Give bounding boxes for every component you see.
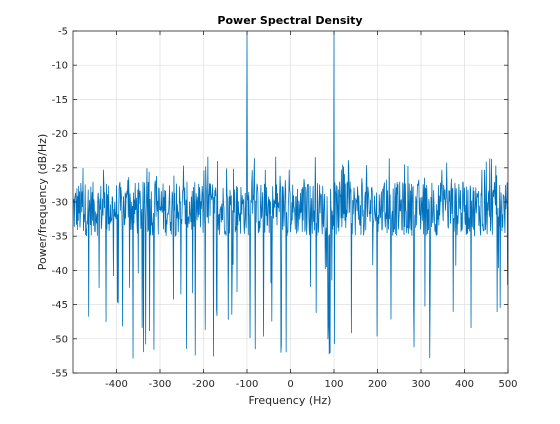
y-tick-label: -5 <box>58 27 68 38</box>
series-group <box>72 30 509 359</box>
y-tick-label: -10 <box>52 61 68 72</box>
y-tick-label: -25 <box>52 163 68 174</box>
y-tick-label: -55 <box>52 369 68 380</box>
y-tick-label: -35 <box>52 232 68 243</box>
x-tick-label: 400 <box>455 379 474 390</box>
x-tick-label: 0 <box>287 379 293 390</box>
psd-series-line <box>72 30 509 359</box>
y-tick-label: -30 <box>52 198 68 209</box>
x-tick-label: -300 <box>149 379 172 390</box>
y-tick-label: -50 <box>52 334 68 345</box>
y-tick-label: -15 <box>52 95 68 106</box>
x-tick-label: -200 <box>192 379 215 390</box>
x-tick-label: 300 <box>411 379 430 390</box>
x-axis-label: Frequency (Hz) <box>249 394 332 407</box>
x-tick-label: -100 <box>236 379 259 390</box>
y-axis-label: Power/frequency (dB/Hz) <box>36 134 49 271</box>
y-tick-label: -45 <box>52 300 68 311</box>
chart-title: Power Spectral Density <box>217 14 362 27</box>
ticks: -400 -300 -200 -100 0 100 200 300 400 500 -5 -10 -15… <box>52 27 518 391</box>
y-tick-label: -20 <box>52 129 68 140</box>
x-tick-label: 100 <box>324 379 343 390</box>
x-tick-label: 500 <box>498 379 517 390</box>
y-tick-label: -40 <box>52 266 68 277</box>
x-tick-label: -400 <box>105 379 128 390</box>
x-tick-label: 200 <box>368 379 387 390</box>
